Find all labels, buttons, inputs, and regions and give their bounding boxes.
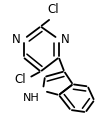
Text: Cl: Cl	[48, 3, 59, 16]
Text: NH: NH	[23, 93, 40, 103]
Text: N: N	[61, 33, 70, 46]
Text: N: N	[12, 33, 21, 46]
Text: Cl: Cl	[14, 73, 26, 86]
